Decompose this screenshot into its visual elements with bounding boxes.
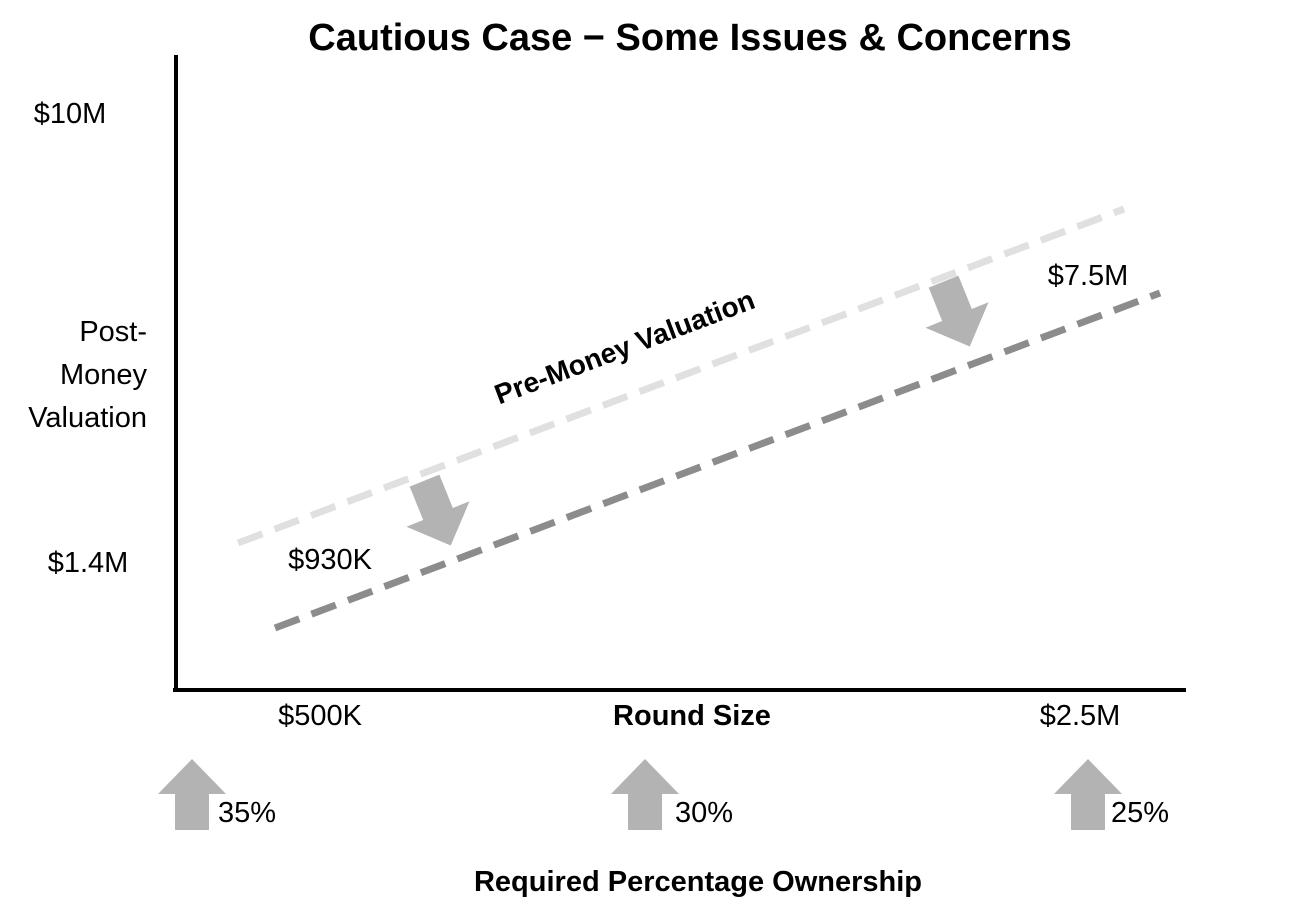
pre-money-valuation-label: Pre-Money Valuation bbox=[490, 284, 759, 410]
up-arrow-icon bbox=[158, 759, 226, 830]
ownership-value-3: 25% bbox=[1111, 797, 1169, 829]
ownership-caption: Required Percentage Ownership bbox=[474, 866, 922, 898]
chart-title: Cautious Case − Some Issues & Concerns bbox=[308, 17, 1071, 59]
pre-money-valuation-line bbox=[236, 205, 1126, 547]
y-tick-label-top: $10M bbox=[34, 98, 107, 130]
x-tick-label-right: $2.5M bbox=[1040, 700, 1121, 732]
ownership-value-2: 30% bbox=[675, 797, 733, 829]
point-label-7-5m: $7.5M bbox=[1048, 260, 1129, 292]
down-arrow-icon bbox=[925, 275, 989, 347]
y-tick-label-bottom: $1.4M bbox=[48, 547, 129, 579]
post-money-valuation-line bbox=[273, 289, 1162, 632]
x-tick-label-left: $500K bbox=[278, 700, 363, 732]
y-axis-title-line-3: Valuation bbox=[28, 402, 147, 434]
y-axis-title-line-1: Post- bbox=[79, 316, 147, 348]
up-arrow-icon bbox=[611, 759, 679, 830]
up-arrow-icon bbox=[1054, 759, 1122, 830]
x-axis-title: Round Size bbox=[613, 700, 771, 732]
y-axis-title-line-2: Money bbox=[60, 359, 148, 391]
down-arrow-icon bbox=[406, 474, 470, 546]
point-label-930k: $930K bbox=[288, 544, 373, 576]
ownership-value-1: 35% bbox=[218, 797, 276, 829]
